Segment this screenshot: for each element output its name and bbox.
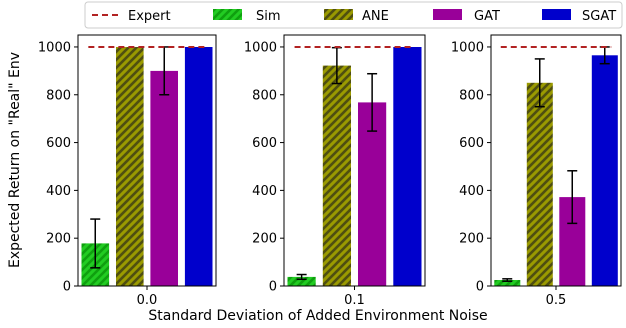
bar-sgat-0 xyxy=(184,47,213,286)
y-axis-label: Expected Return on "Real" Env xyxy=(7,52,23,268)
legend-frame xyxy=(84,1,623,29)
y-tick-label-0-800: 800 xyxy=(46,88,71,103)
y-tick-label-0-200: 200 xyxy=(46,232,71,247)
legend-swatch-sgat xyxy=(542,9,571,20)
y-tick-label-2-600: 600 xyxy=(459,136,484,151)
y-tick-label-0-1000: 1000 xyxy=(38,40,71,55)
y-tick-label-2-400: 400 xyxy=(459,184,484,199)
y-tick-label-1-200: 200 xyxy=(252,232,277,247)
y-tick-label-0-600: 600 xyxy=(46,136,71,151)
x-tick-label-1: 0.1 xyxy=(344,293,365,308)
bar-ane-2 xyxy=(526,82,553,286)
x-axis-label: Standard Deviation of Added Environment … xyxy=(148,308,487,324)
bar-gat-0 xyxy=(150,70,178,287)
bar-sim-1 xyxy=(287,276,316,286)
y-tick-label-0-0: 0 xyxy=(63,280,71,295)
y-tick-label-2-200: 200 xyxy=(459,232,484,247)
y-tick-label-1-800: 800 xyxy=(252,88,277,103)
panel-0: 0 200 400 600 800 1000 0.0 xyxy=(38,34,217,308)
bar-sgat-1 xyxy=(393,47,422,286)
bar-gat-1 xyxy=(358,102,387,287)
chart-panels: 0 200 400 600 800 1000 0.0 0 200 400 600 800 1000 0.1… xyxy=(38,34,622,308)
y-tick-label-2-0: 0 xyxy=(476,280,484,295)
y-tick-label-1-400: 400 xyxy=(252,184,277,199)
y-tick-label-2-1000: 1000 xyxy=(451,40,484,55)
bar-ane-0 xyxy=(116,47,144,286)
legend-swatch-gat xyxy=(433,9,462,20)
panel-1: 0 200 400 600 800 1000 0.1 xyxy=(244,34,426,308)
y-tick-label-1-600: 600 xyxy=(252,136,277,151)
legend-label-ane: ANE xyxy=(362,9,389,24)
y-tick-label-1-1000: 1000 xyxy=(244,40,277,55)
bar-ane-1 xyxy=(322,65,351,286)
x-tick-label-2: 0.5 xyxy=(546,293,567,308)
panel-2: 0 200 400 600 800 1000 0.5 xyxy=(451,34,622,308)
y-tick-label-2-800: 800 xyxy=(459,88,484,103)
x-tick-label-0: 0.0 xyxy=(137,293,158,308)
bar-sim-2 xyxy=(494,280,521,286)
y-tick-label-0-400: 400 xyxy=(46,184,71,199)
legend-label-gat: GAT xyxy=(474,9,500,24)
legend-label-sim: Sim xyxy=(256,9,281,24)
legend-swatch-sim xyxy=(213,9,242,20)
legend-label-expert: Expert xyxy=(128,9,171,24)
legend: Expert Sim ANE GAT SGAT xyxy=(84,1,623,29)
legend-label-sgat: SGAT xyxy=(582,9,616,24)
legend-swatch-ane xyxy=(324,9,353,20)
y-tick-label-1-0: 0 xyxy=(269,280,277,295)
bar-sgat-2 xyxy=(591,55,618,286)
